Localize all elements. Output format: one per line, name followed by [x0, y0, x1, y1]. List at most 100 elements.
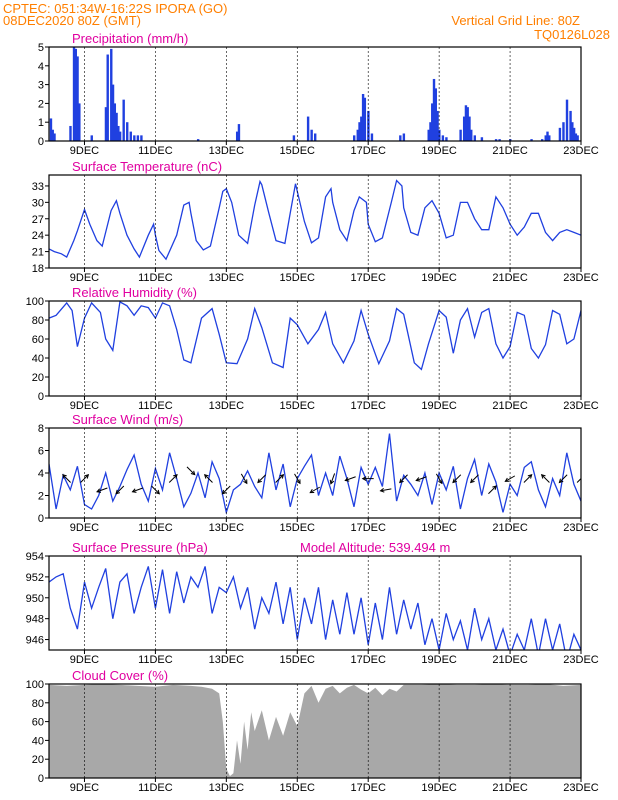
y-tick-label: 0 — [38, 391, 44, 403]
precip-bar — [530, 139, 533, 141]
y-tick-label: 60 — [32, 334, 44, 346]
x-tick-label: 17DEC — [350, 782, 386, 794]
wind-arrow — [469, 474, 479, 484]
wind-arrow — [275, 473, 285, 483]
precip-bar — [434, 88, 437, 141]
header-station: CPTEC: 051:34W-16:22S IPORA (GO) — [3, 1, 227, 16]
panels: Precipitation (mm/h) 0 1 2 3 4 5 9DEC 11DEC 13DEC… — [26, 31, 599, 794]
x-tick-label: 23DEC — [563, 272, 599, 284]
precip-bar — [90, 135, 93, 141]
precip-bar — [402, 133, 406, 141]
y-tick-label: 4 — [38, 468, 44, 480]
precip-bar — [462, 116, 466, 141]
plot-area — [49, 684, 581, 778]
y-tick-label: 20 — [32, 372, 44, 384]
x-tick-label: 15DEC — [280, 272, 316, 284]
cloud-area — [49, 684, 581, 778]
precip-bar — [314, 133, 317, 141]
y-tick-label: 33 — [32, 181, 44, 193]
wind-arrow — [115, 485, 125, 495]
x-tick-label: 9DEC — [70, 782, 99, 794]
precip-bar — [115, 112, 118, 141]
y-tick-label: 60 — [32, 717, 44, 729]
precip-bar — [140, 135, 143, 141]
wind-arrow — [294, 473, 301, 485]
precip-bar — [459, 129, 462, 141]
precip-bar — [370, 133, 374, 141]
x-tick-label: 11DEC — [138, 145, 173, 157]
x-tick-label: 17DEC — [350, 145, 386, 157]
precip-bar — [353, 135, 356, 141]
y-tick-label: 40 — [32, 353, 44, 365]
y-tick-label: 80 — [32, 698, 44, 710]
precip-bar — [78, 103, 81, 141]
precip-bar — [498, 139, 501, 141]
x-tick-label: 9DEC — [70, 522, 99, 534]
precip-bar — [118, 131, 122, 141]
precip-bar — [126, 122, 129, 141]
precip-bar — [360, 116, 363, 141]
y-tick-label: 2 — [38, 491, 44, 503]
y-tick-label: 6 — [38, 446, 44, 458]
x-tick-label: 19DEC — [421, 654, 457, 666]
y-tick-label: 954 — [26, 551, 44, 563]
precip-bar — [432, 78, 436, 141]
precip-bar — [565, 99, 569, 141]
precip-bar — [399, 135, 402, 141]
y-tick-label: 2 — [38, 98, 44, 110]
precip-bar — [363, 97, 367, 141]
x-tick-label: 15DEC — [280, 400, 316, 412]
precip-bar — [133, 135, 136, 141]
header-model: TQ0126L028 — [534, 27, 610, 42]
wind-arrow — [257, 474, 267, 484]
wind-arrow — [576, 475, 581, 483]
y-tick-label: 21 — [32, 247, 44, 259]
wind-arrow — [540, 473, 550, 483]
precip-bar — [572, 127, 576, 141]
wind-arrow — [361, 476, 374, 481]
panel-annotation: Model Altitude: 539.494 m — [300, 540, 450, 555]
precip-bar — [113, 103, 117, 141]
y-tick-label: 0 — [38, 773, 44, 785]
x-tick-label: 15DEC — [280, 782, 316, 794]
precip-bar — [76, 56, 79, 141]
precip-bar — [74, 48, 77, 141]
x-tick-label: 11DEC — [138, 782, 173, 794]
x-tick-label: 19DEC — [421, 145, 457, 157]
precip-bar — [562, 122, 565, 141]
panel-title: Surface Pressure (hPa) — [72, 540, 208, 555]
precip-bar — [356, 129, 359, 141]
x-tick-label: 11DEC — [138, 522, 173, 534]
y-tick-label: 3 — [38, 80, 44, 92]
y-tick-label: 950 — [26, 593, 44, 605]
y-tick-label: 18 — [32, 263, 44, 275]
y-tick-label: 30 — [32, 197, 44, 209]
panel-frame — [48, 300, 582, 397]
precip-bar — [292, 135, 296, 141]
precip-bar — [464, 105, 468, 141]
plot-area — [49, 179, 581, 261]
y-tick-label: 946 — [26, 635, 44, 647]
x-tick-label: 19DEC — [421, 522, 457, 534]
y-tick-label: 948 — [26, 614, 44, 626]
wind-arrow — [131, 487, 144, 493]
x-tick-label: 21DEC — [492, 145, 528, 157]
precip-bar — [358, 122, 361, 141]
y-tick-label: 0 — [38, 136, 44, 148]
precip-bar — [110, 48, 113, 141]
precip-bar — [436, 110, 439, 141]
precip-bar — [104, 107, 108, 141]
precip-bar — [117, 125, 120, 141]
x-tick-label: 19DEC — [421, 272, 457, 284]
precip-bar — [494, 139, 498, 141]
y-tick-label: 1 — [38, 117, 44, 129]
wind-arrow — [96, 487, 108, 493]
wind-arrow — [309, 486, 321, 494]
x-tick-label: 17DEC — [350, 522, 386, 534]
y-tick-label: 952 — [26, 572, 44, 584]
precip-bar — [306, 116, 310, 141]
wind-arrow — [62, 473, 71, 483]
y-tick-label: 27 — [32, 214, 44, 226]
x-tick-label: 23DEC — [563, 654, 599, 666]
